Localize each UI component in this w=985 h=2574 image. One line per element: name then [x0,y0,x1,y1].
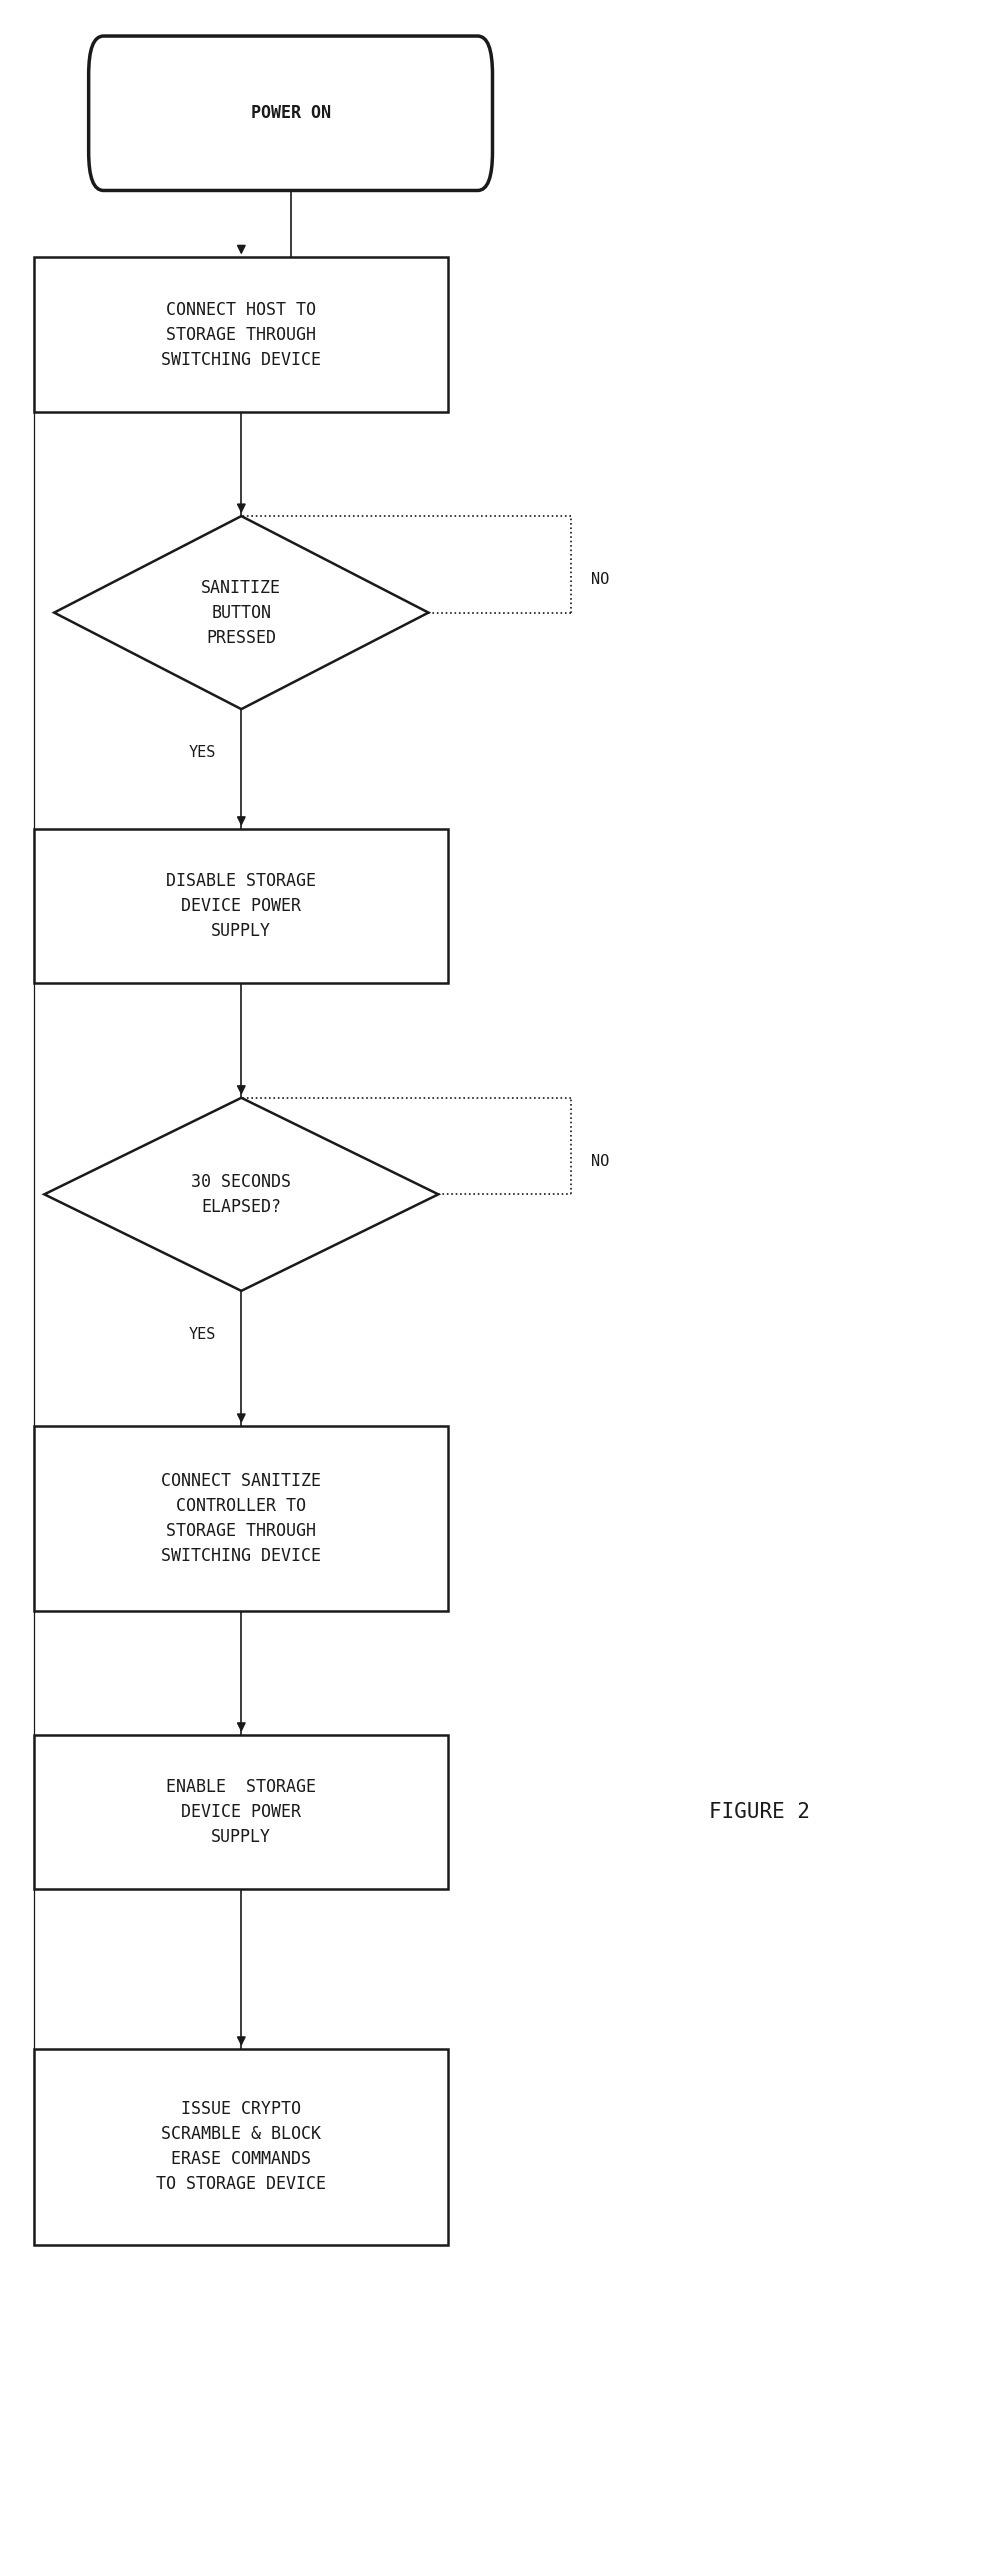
Text: YES: YES [188,1328,216,1341]
Text: ISSUE CRYPTO
SCRAMBLE & BLOCK
ERASE COMMANDS
TO STORAGE DEVICE: ISSUE CRYPTO SCRAMBLE & BLOCK ERASE COMM… [157,2100,326,2193]
Bar [34,257,448,412]
Text: SANITIZE
BUTTON
PRESSED: SANITIZE BUTTON PRESSED [201,579,282,646]
Text: 30 SECONDS
ELAPSED?: 30 SECONDS ELAPSED? [191,1174,292,1215]
FancyBboxPatch shape [89,36,492,190]
Polygon shape [54,515,428,708]
Text: FIGURE 2: FIGURE 2 [709,1802,811,1822]
Text: NO: NO [591,571,610,587]
Bar [34,1735,448,1889]
Text: POWER ON: POWER ON [250,106,331,121]
Text: ENABLE  STORAGE
DEVICE POWER
SUPPLY: ENABLE STORAGE DEVICE POWER SUPPLY [166,1779,316,1846]
Bar [34,1426,448,1611]
Text: CONNECT SANITIZE
CONTROLLER TO
STORAGE THROUGH
SWITCHING DEVICE: CONNECT SANITIZE CONTROLLER TO STORAGE T… [162,1472,321,1565]
Bar [34,2049,448,2245]
Text: YES: YES [188,746,216,759]
Text: DISABLE STORAGE
DEVICE POWER
SUPPLY: DISABLE STORAGE DEVICE POWER SUPPLY [166,873,316,940]
Text: CONNECT HOST TO
STORAGE THROUGH
SWITCHING DEVICE: CONNECT HOST TO STORAGE THROUGH SWITCHIN… [162,301,321,368]
Text: NO: NO [591,1153,610,1169]
Bar [34,829,448,983]
Polygon shape [44,1097,438,1290]
